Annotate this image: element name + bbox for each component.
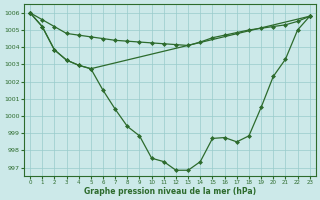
X-axis label: Graphe pression niveau de la mer (hPa): Graphe pression niveau de la mer (hPa) <box>84 187 256 196</box>
